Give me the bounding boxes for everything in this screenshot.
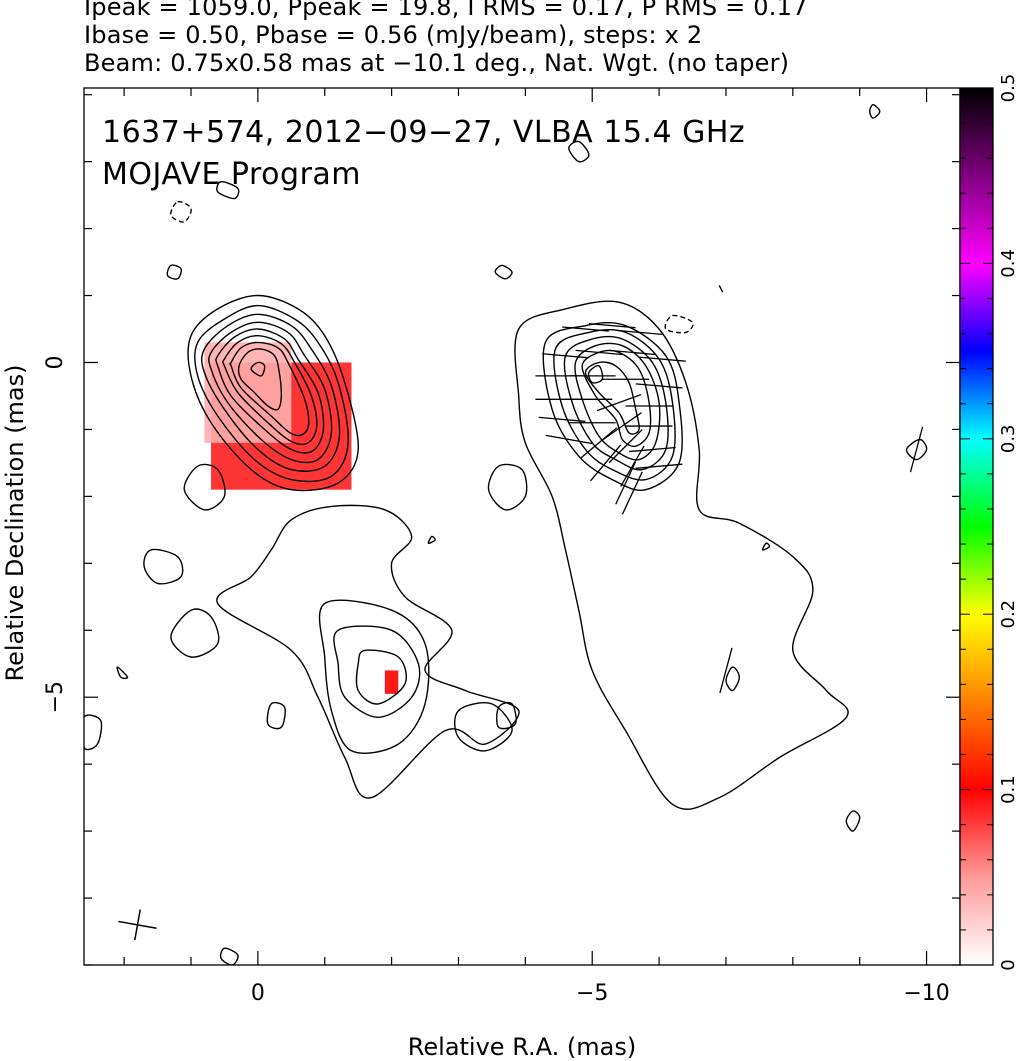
polarization-vector	[596, 394, 642, 412]
right-contour	[574, 342, 661, 461]
right-negative-contour	[664, 314, 694, 334]
left-contour	[222, 334, 318, 446]
polarization-vector	[590, 444, 622, 482]
y-tick-label: −5	[43, 681, 68, 713]
right-contour	[494, 264, 513, 280]
left-contour	[333, 625, 421, 719]
polarization-vector	[639, 356, 686, 362]
polarization-vector	[909, 426, 924, 473]
axis-ticks: 0 −5 −10 0 −5	[43, 88, 960, 1006]
header-beam-line: Beam: 0.75x0.58 mas at −10.1 deg., Nat. …	[84, 49, 790, 77]
right-contour	[868, 103, 881, 119]
polarization-vector	[588, 322, 636, 329]
right-contour	[725, 666, 741, 692]
polarization-vector	[635, 383, 683, 389]
right-contour	[761, 542, 771, 551]
left-contour	[355, 649, 407, 705]
right-contour	[905, 438, 928, 461]
polarization-vector	[575, 349, 623, 356]
x-tick-label: −5	[576, 981, 608, 1006]
map-title: 1637+574, 2012−09−27, VLBA 15.4 GHz	[102, 115, 745, 150]
right-contour	[563, 335, 669, 471]
polarization-vectors	[535, 322, 924, 694]
colorbar-tick-label: 0.1	[998, 775, 1019, 804]
colorbar-tick-label: 0	[998, 959, 1019, 970]
right-contour	[718, 285, 724, 293]
right-contour	[487, 463, 528, 511]
left-contour	[266, 702, 286, 730]
polarization-color-layer	[204, 342, 399, 694]
intensity-contours	[84, 103, 928, 965]
beam-marker	[118, 909, 157, 941]
left-contour	[200, 313, 341, 472]
left-contour	[215, 328, 325, 454]
y-axis-label: Relative Declination (mas)	[1, 364, 29, 681]
polarization-vector	[719, 647, 733, 694]
polarization-vector	[635, 463, 683, 469]
left-negative-contour	[170, 200, 192, 223]
polarization-vector	[621, 471, 643, 515]
left-contour	[216, 180, 240, 200]
left-contour	[116, 666, 129, 680]
left-contour	[187, 294, 359, 492]
right-contour	[496, 702, 517, 730]
x-axis-label: Relative R.A. (mas)	[408, 1033, 636, 1061]
polarization-vector	[538, 416, 586, 423]
map-subtitle: MOJAVE Program	[102, 157, 361, 192]
polarization-vector	[542, 353, 589, 359]
right-contour	[584, 361, 640, 435]
polarization-vector	[580, 427, 618, 459]
left-contour	[250, 361, 266, 377]
x-tick-label: 0	[251, 981, 265, 1006]
beam-minor-axis	[118, 920, 157, 929]
right-contour	[514, 300, 849, 810]
header-stats-line-1: Ipeak = 1059.0, Ppeak = 19.8, I RMS = 0.…	[84, 0, 808, 21]
colorbar-ticks: 0 0.1 0.2 0.3 0.4 0.5	[960, 74, 1019, 971]
polarization-vector	[608, 349, 656, 356]
polarization-vector	[602, 412, 642, 441]
right-contour	[845, 810, 861, 832]
plot-frame	[83, 87, 961, 966]
polarization-vector	[615, 329, 663, 336]
left-contour	[216, 504, 520, 799]
polarization-vector	[620, 445, 645, 487]
colorbar-tick-label: 0.2	[998, 600, 1019, 629]
right-contour	[553, 328, 676, 481]
left-contour	[229, 341, 310, 437]
right-contour	[542, 322, 683, 491]
polarization-vector	[615, 461, 637, 505]
left-contour	[219, 947, 239, 965]
header-stats-line-2: Ibase = 0.50, Pbase = 0.56 (mJy/beam), s…	[84, 21, 703, 49]
left-contour	[427, 535, 436, 544]
polarization-vector	[545, 434, 592, 445]
left-contour	[318, 599, 430, 754]
left-contour	[84, 714, 103, 751]
colorbar-tick-label: 0.3	[998, 424, 1019, 453]
left-contour	[194, 304, 349, 483]
right-contour	[587, 364, 604, 384]
left-contour	[454, 702, 513, 752]
polarization-vector	[562, 326, 609, 332]
colorbar-frame	[959, 87, 994, 966]
x-tick-label: −10	[903, 981, 949, 1006]
left-contour	[237, 348, 283, 411]
y-tick-label: 0	[43, 355, 68, 369]
colorbar-tick-label: 0.5	[998, 74, 1019, 103]
left-contour	[183, 463, 226, 511]
left-contour	[166, 264, 182, 280]
polarization-patch	[384, 670, 399, 694]
polarization-vector	[608, 429, 643, 464]
polarization-vector	[629, 446, 676, 453]
left-contour	[208, 321, 333, 464]
colorbar	[960, 88, 993, 965]
colorbar-tick-label: 0.4	[998, 249, 1019, 278]
left-contour	[170, 608, 220, 658]
right-contour	[568, 140, 590, 163]
left-contour	[143, 548, 184, 585]
